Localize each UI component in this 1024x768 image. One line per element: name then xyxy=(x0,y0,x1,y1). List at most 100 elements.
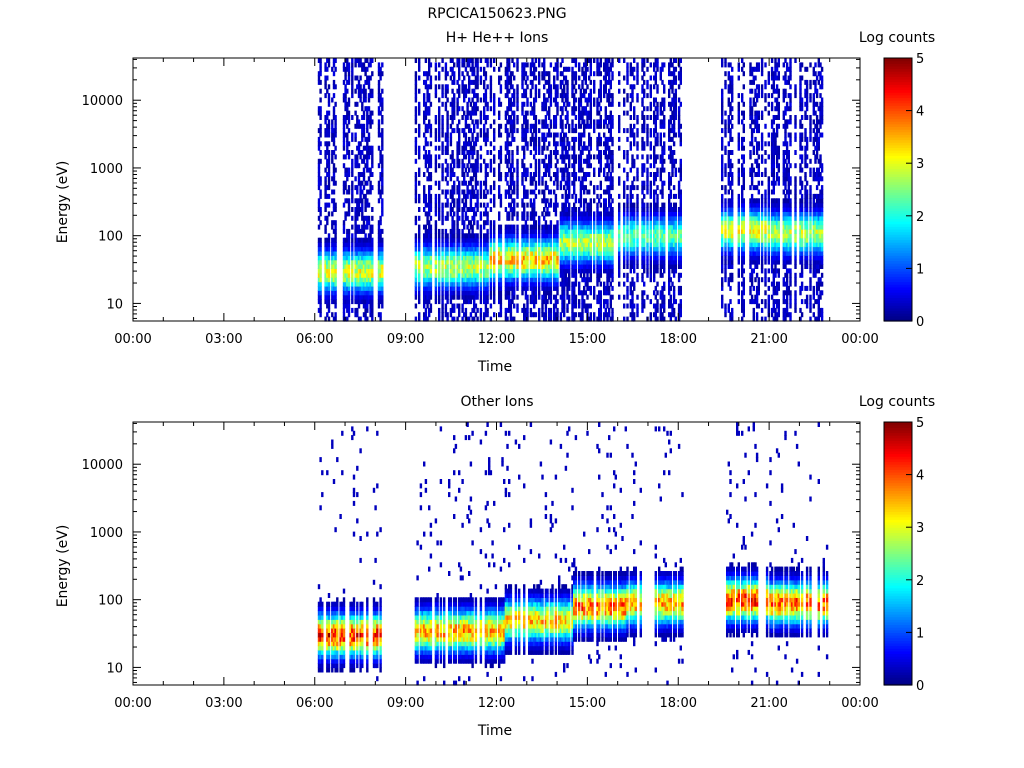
heatmap-cell xyxy=(356,145,359,151)
heatmap-cell xyxy=(423,193,426,199)
heatmap-cell xyxy=(354,154,357,160)
heatmap-cell xyxy=(513,250,516,256)
heatmap-cell xyxy=(543,123,546,129)
heatmap-cell xyxy=(598,237,601,243)
heatmap-cell xyxy=(554,97,558,103)
heatmap-cell xyxy=(556,150,559,155)
heatmap-cell xyxy=(623,75,626,81)
heatmap-cell xyxy=(599,246,602,252)
heatmap-cell xyxy=(593,215,596,221)
heatmap-cell xyxy=(357,228,361,234)
heatmap-cell xyxy=(317,294,321,300)
heatmap-cell xyxy=(626,294,629,300)
heatmap-cell xyxy=(573,294,576,300)
heatmap-cell xyxy=(533,97,536,103)
heatmap-cell xyxy=(486,281,489,287)
heatmap-cell xyxy=(334,154,337,160)
heatmap-cell xyxy=(346,233,349,239)
heatmap-cell xyxy=(351,193,354,199)
heatmap-cell xyxy=(546,264,549,269)
heatmap-cell xyxy=(609,316,612,322)
heatmap-cell xyxy=(543,237,546,243)
heatmap-cell xyxy=(599,115,602,120)
heatmap-cell xyxy=(418,88,421,94)
heatmap-cell xyxy=(326,220,329,226)
heatmap-cell xyxy=(463,272,466,278)
heatmap-cell xyxy=(426,281,429,287)
heatmap-cell xyxy=(641,141,644,147)
heatmap-cell xyxy=(549,255,553,261)
heatmap-cell xyxy=(636,185,639,191)
heatmap-cell xyxy=(466,163,469,169)
heatmap-cell xyxy=(636,246,639,252)
heatmap-cell xyxy=(381,228,384,234)
heatmap-cell xyxy=(434,119,438,125)
heatmap-cell xyxy=(604,62,607,68)
heatmap-cell xyxy=(574,79,578,85)
heatmap-cell xyxy=(568,202,571,208)
heatmap-cell xyxy=(489,189,493,195)
heatmap-cell xyxy=(438,193,441,199)
heatmap-cell xyxy=(578,158,581,164)
heatmap-cell xyxy=(498,79,501,85)
heatmap-cell xyxy=(332,259,336,265)
heatmap-cell xyxy=(332,110,336,116)
heatmap-cell xyxy=(584,264,587,269)
heatmap-cell xyxy=(356,290,359,296)
heatmap-cell xyxy=(513,97,516,103)
heatmap-cell xyxy=(549,202,553,208)
heatmap-cell xyxy=(636,259,639,265)
heatmap-cell xyxy=(579,141,583,147)
heatmap-cell xyxy=(523,250,526,256)
heatmap-cell xyxy=(458,66,461,72)
heatmap-cell xyxy=(543,141,546,147)
heatmap-cell xyxy=(428,246,431,252)
heatmap-cell xyxy=(533,312,536,318)
heatmap-cell xyxy=(344,268,347,274)
heatmap-cell xyxy=(529,237,533,243)
heatmap-cell xyxy=(449,307,453,313)
heatmap-cell xyxy=(449,242,453,248)
heatmap-cell xyxy=(586,224,589,230)
heatmap-cell xyxy=(414,84,418,90)
heatmap-cell xyxy=(508,58,511,63)
heatmap-cell xyxy=(631,193,634,199)
heatmap-cell xyxy=(423,281,426,287)
heatmap-cell xyxy=(618,145,621,151)
heatmap-cell xyxy=(511,176,514,182)
heatmap-cell xyxy=(429,233,433,239)
heatmap-cell xyxy=(346,58,349,63)
heatmap-cell xyxy=(553,75,556,81)
heatmap-cell xyxy=(354,294,357,300)
heatmap-cell xyxy=(534,185,538,191)
heatmap-cell xyxy=(463,154,466,160)
heatmap-cell xyxy=(319,294,322,300)
heatmap-cell xyxy=(548,132,551,138)
heatmap-cell xyxy=(324,176,327,182)
heatmap-cell xyxy=(489,158,493,164)
heatmap-cell xyxy=(513,246,516,252)
heatmap-cell xyxy=(513,207,516,212)
heatmap-cell xyxy=(473,207,476,212)
heatmap-cell xyxy=(493,97,496,103)
heatmap-cell xyxy=(543,106,546,112)
heatmap-cell xyxy=(629,211,632,217)
heatmap-cell xyxy=(381,167,384,173)
heatmap-cell xyxy=(438,259,441,265)
heatmap-cell xyxy=(578,123,581,129)
heatmap-cell xyxy=(489,242,493,248)
heatmap-cell xyxy=(581,119,584,125)
heatmap-cell xyxy=(641,211,644,217)
heatmap-cell xyxy=(466,246,469,252)
heatmap-cell xyxy=(604,237,607,243)
heatmap-cell xyxy=(646,189,649,195)
heatmap-cell xyxy=(449,207,453,212)
heatmap-cell xyxy=(453,93,456,99)
heatmap-cell xyxy=(438,268,441,274)
heatmap-cell xyxy=(511,237,514,243)
heatmap-cell xyxy=(469,233,473,239)
heatmap-cell xyxy=(571,299,574,305)
heatmap-cell xyxy=(629,281,632,287)
heatmap-cell xyxy=(346,172,349,177)
heatmap-cell xyxy=(362,246,366,252)
